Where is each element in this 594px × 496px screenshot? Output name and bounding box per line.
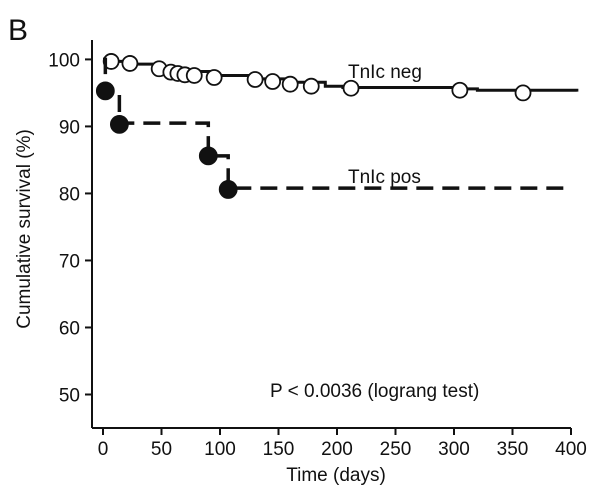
y-tick-label: 70 [59, 251, 80, 272]
data-point-filled [198, 146, 218, 166]
x-tick-label: 50 [151, 439, 172, 460]
labels: Cumulative survival (%) Time (days) P < … [14, 62, 479, 486]
data-point-open [281, 75, 299, 93]
x-axis-label: Time (days) [286, 465, 386, 486]
series-label-tnic-pos: TnIc pos [348, 167, 421, 188]
x-tick-label: 250 [380, 439, 412, 460]
series-line-tnic-pos [103, 57, 571, 190]
series-label-tnic-neg: TnIc neg [348, 62, 422, 83]
x-tick-label: 400 [555, 439, 587, 460]
y-tick-label: 50 [59, 385, 80, 406]
series-layer [95, 53, 579, 199]
y-tick-label: 100 [48, 50, 80, 71]
x-tick-label: 300 [438, 439, 470, 460]
data-point-open [246, 71, 264, 88]
data-point-filled [109, 115, 129, 134]
data-point-open [205, 69, 223, 86]
x-tick-label: 100 [204, 439, 236, 460]
x-tick-label: 150 [263, 439, 295, 460]
p-value-annotation: P < 0.0036 (lograng test) [270, 381, 479, 402]
panel-label: B [8, 14, 28, 47]
data-point-open [185, 67, 203, 84]
x-tick-label: 350 [497, 439, 529, 460]
y-tick-label: 80 [59, 184, 80, 205]
y-tick-label: 60 [59, 318, 80, 339]
data-point-open [264, 73, 282, 90]
data-point-open [451, 81, 469, 99]
y-tick-label: 90 [59, 117, 80, 138]
data-point-open [342, 79, 360, 97]
y-axis-label: Cumulative survival (%) [14, 129, 35, 329]
x-tick-label: 200 [321, 439, 353, 460]
data-point-filled [218, 180, 238, 199]
axes: 50 60 70 80 90 100 0 50 100 150 200 250 300 350 400 [48, 40, 587, 460]
x-tick-label: 0 [98, 439, 109, 460]
data-point-open [121, 55, 139, 72]
data-point-open [514, 84, 532, 102]
data-point-open [302, 77, 320, 95]
data-point-filled [95, 81, 115, 101]
